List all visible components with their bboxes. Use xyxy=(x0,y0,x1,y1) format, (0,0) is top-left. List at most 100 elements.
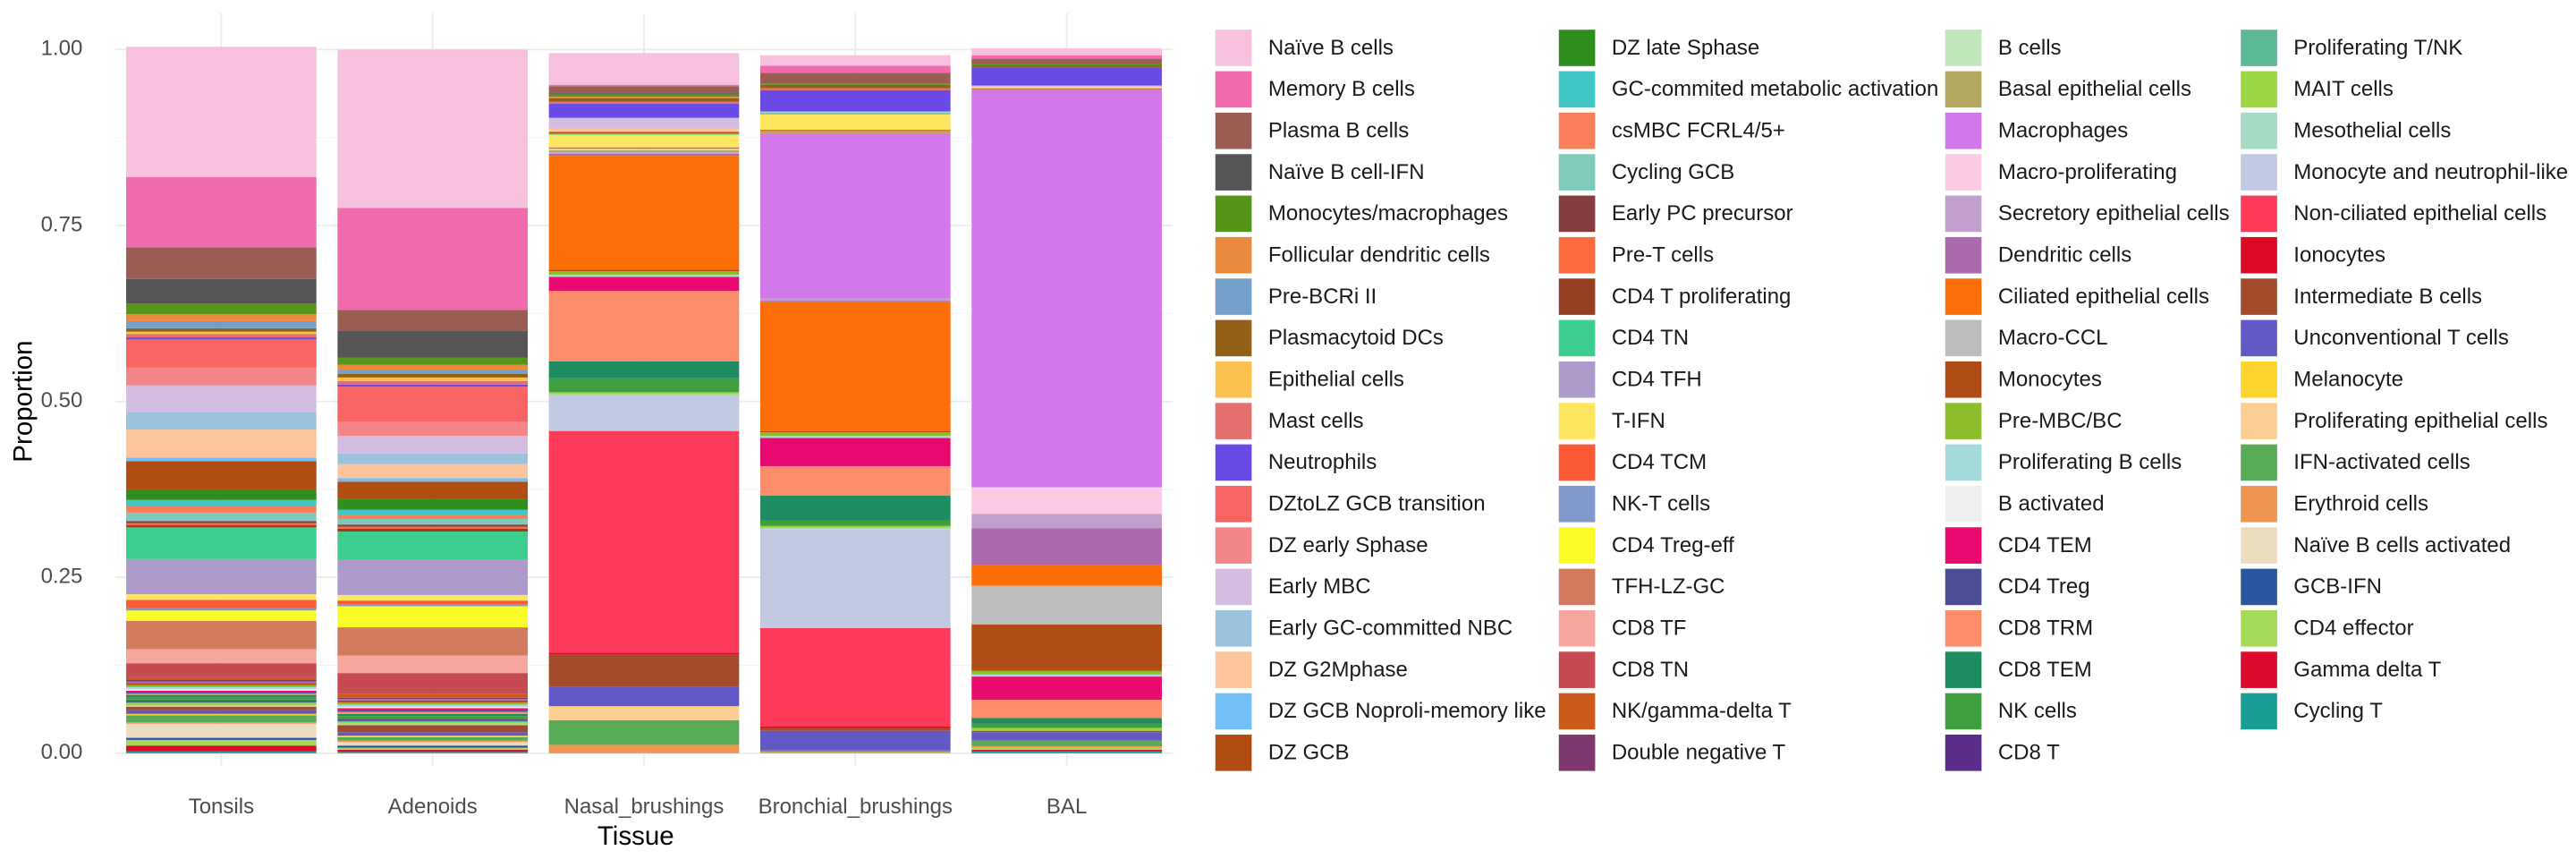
bar-segment xyxy=(759,130,951,132)
bar-segment xyxy=(126,331,317,335)
legend-swatch xyxy=(2241,527,2277,564)
legend-label: Mesothelial cells xyxy=(2293,118,2451,142)
bar-segment xyxy=(548,149,740,150)
legend-swatch xyxy=(2241,30,2277,66)
bar-segment xyxy=(126,723,317,738)
bar-segment xyxy=(337,532,529,560)
bar-segment xyxy=(548,153,740,157)
bar-segment xyxy=(759,730,951,751)
legend-label: GC-commited metabolic activation xyxy=(1612,77,1938,101)
x-axis-title: Tissue xyxy=(597,821,674,851)
bar-segment xyxy=(759,529,951,628)
legend-swatch xyxy=(1215,568,1252,606)
bar-segment xyxy=(126,681,317,684)
legend-swatch xyxy=(2241,403,2277,439)
legend-swatch xyxy=(2241,71,2277,108)
bar-segment xyxy=(337,377,529,381)
legend-swatch xyxy=(1558,112,1596,149)
bar-segment xyxy=(126,620,317,650)
bar-segment xyxy=(337,736,529,741)
legend-swatch xyxy=(2241,693,2277,730)
bar-segment xyxy=(548,275,740,277)
bar-segment xyxy=(126,367,317,386)
bar-segment xyxy=(759,436,951,438)
legend-label: Proliferating epithelial cells xyxy=(2293,409,2547,433)
legend-swatch xyxy=(1945,609,1982,647)
bar-segment xyxy=(337,693,529,698)
bar-segment xyxy=(126,739,317,746)
legend-label: Intermediate B cells xyxy=(2293,285,2482,309)
bar-segment xyxy=(126,412,317,430)
bar-segment xyxy=(759,465,951,497)
bar-segment xyxy=(126,47,317,177)
bar-segment xyxy=(126,694,317,697)
legend-label: NK-T cells xyxy=(1612,492,1710,516)
legend-swatch xyxy=(1558,71,1596,108)
legend-label: Unconventional T cells xyxy=(2293,326,2509,350)
legend-label: DZ G2Mphase xyxy=(1268,658,1408,682)
bar-segment xyxy=(548,378,740,393)
bar-segment xyxy=(337,498,529,510)
legend-label: Non-ciliated epithelial cells xyxy=(2293,201,2546,225)
legend-swatch xyxy=(1945,236,1982,274)
legend-label: T-IFN xyxy=(1612,409,1665,433)
bar-segment xyxy=(971,487,1162,515)
bar-segment xyxy=(126,610,317,621)
y-tick-label: 0.75 xyxy=(41,212,83,236)
bar-segment xyxy=(126,710,317,714)
bar-segment xyxy=(337,716,529,720)
bar-segment xyxy=(126,705,317,707)
bar-segment xyxy=(971,88,1162,90)
bar-segment xyxy=(337,524,529,527)
legend-label: CD8 TRM xyxy=(1998,617,2093,641)
bar-segment xyxy=(971,740,1162,746)
legend-swatch xyxy=(1558,651,1596,688)
bar-segment xyxy=(971,528,1162,566)
bar-segment xyxy=(759,525,951,529)
legend-swatch xyxy=(2241,319,2277,357)
bar-segment xyxy=(971,67,1162,86)
bar-segment xyxy=(126,527,317,559)
bar-segment xyxy=(337,515,529,519)
bar-segment xyxy=(126,722,317,724)
bar-segment xyxy=(971,745,1162,748)
bar-segment xyxy=(126,751,317,753)
bar-segment xyxy=(126,663,317,677)
bar-segment xyxy=(337,478,529,482)
bar-segment xyxy=(971,730,1162,733)
legend-swatch xyxy=(1215,403,1252,439)
bar-segment xyxy=(548,94,740,98)
bar-segment xyxy=(126,715,317,723)
bar-segment xyxy=(337,370,529,374)
legend-swatch xyxy=(1558,444,1596,481)
legend-swatch xyxy=(1945,568,1982,606)
legend-label: Early MBC xyxy=(1268,574,1371,599)
bar-segment xyxy=(548,394,740,431)
bar-segment xyxy=(548,98,740,102)
bar-segment xyxy=(759,520,951,526)
bar-segment xyxy=(337,723,529,726)
legend-label: CD4 T proliferating xyxy=(1612,285,1792,309)
bar-segment xyxy=(126,523,317,526)
legend-swatch xyxy=(2241,444,2277,481)
legend-label: Mast cells xyxy=(1268,409,1364,433)
bar-segment xyxy=(548,652,740,655)
bar-segment xyxy=(337,518,529,525)
bar-segment xyxy=(126,461,317,489)
bar-segment xyxy=(971,87,1162,89)
legend-swatch xyxy=(1558,609,1596,647)
bar-segment xyxy=(126,745,317,752)
bar-segment xyxy=(337,364,529,371)
bar-segment xyxy=(337,604,529,607)
bar-segment xyxy=(126,689,317,691)
bar-segment xyxy=(759,752,951,753)
legend-label: CD4 TFH xyxy=(1612,368,1702,392)
bar-segment xyxy=(971,751,1162,753)
legend-label: B cells xyxy=(1998,36,2062,60)
legend-label: CD8 TF xyxy=(1612,617,1687,641)
legend-swatch xyxy=(1558,403,1596,439)
legend-swatch xyxy=(1558,236,1596,274)
legend-label: NK/gamma-delta T xyxy=(1612,699,1792,723)
bar-segment xyxy=(126,525,317,528)
bar-segment xyxy=(548,706,740,708)
